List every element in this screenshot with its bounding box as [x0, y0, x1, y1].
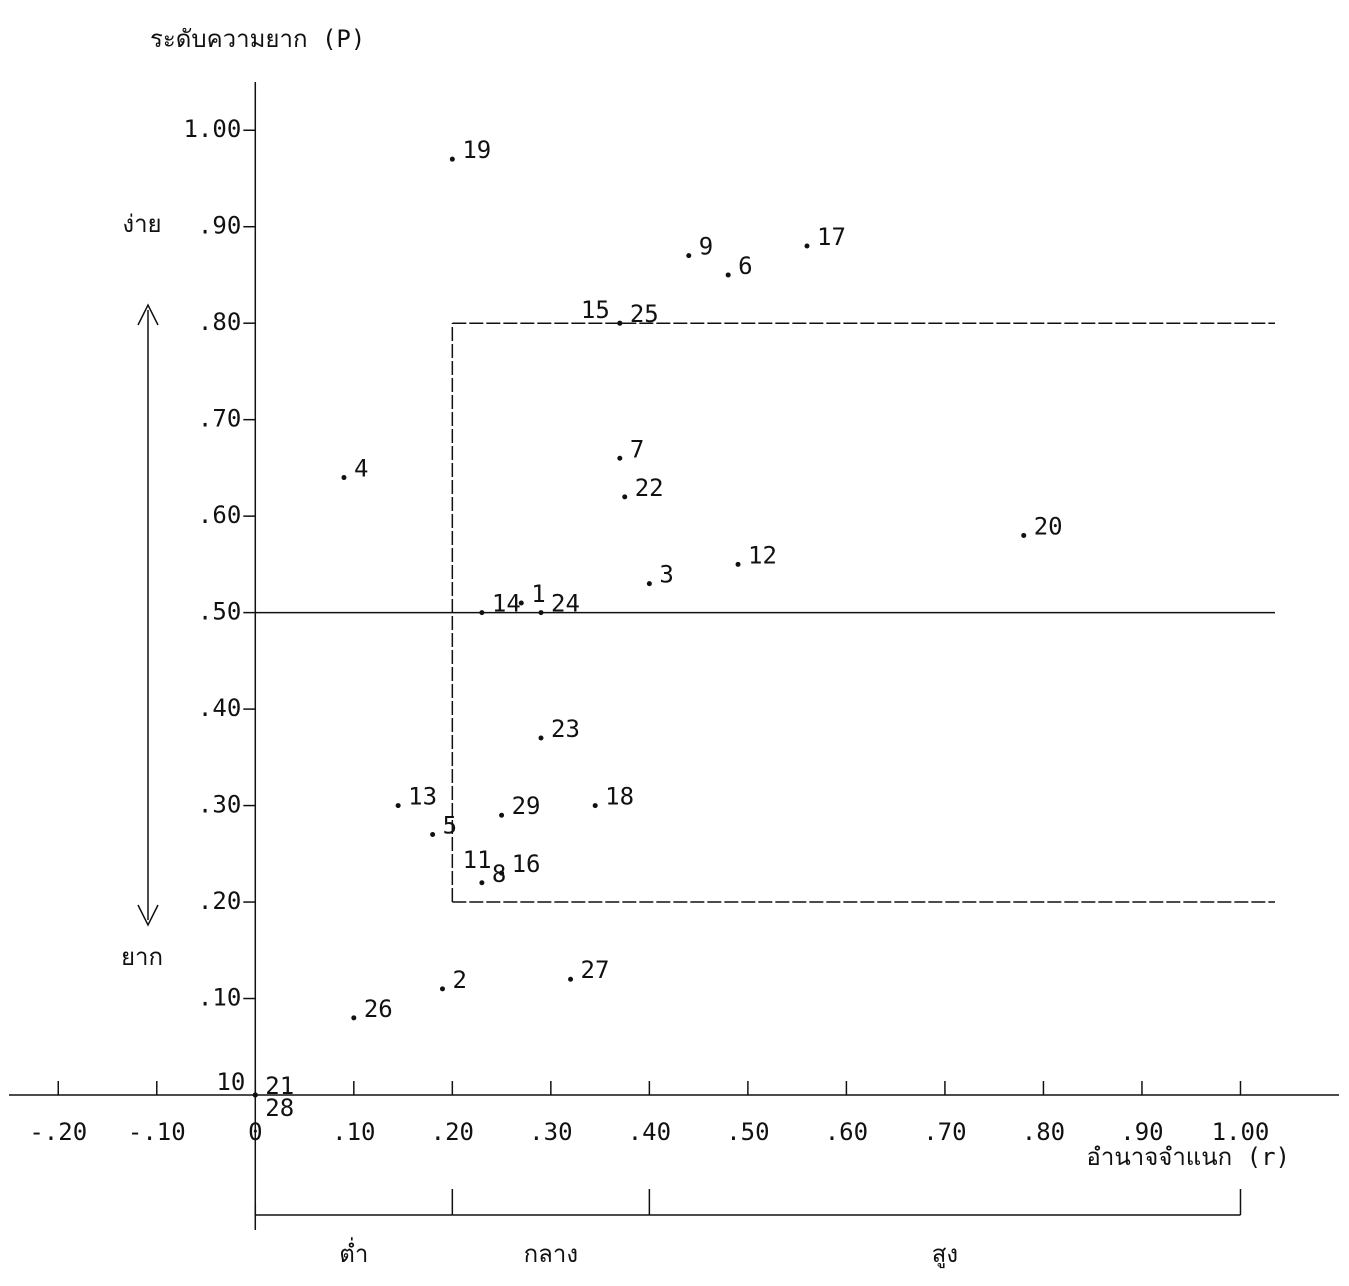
point: [617, 455, 623, 461]
x-tick-label: .10: [332, 1118, 375, 1146]
y-tick-label: .70: [198, 405, 241, 433]
point-label: 7: [630, 435, 644, 463]
range-label: กลาง: [524, 1240, 578, 1268]
point: [725, 272, 731, 278]
point-label: 19: [462, 136, 491, 164]
y-tick-label: .20: [198, 887, 241, 915]
point: [479, 610, 485, 616]
y-tick-label: .50: [198, 598, 241, 626]
point: [568, 976, 574, 982]
y-tick-label: .30: [198, 791, 241, 819]
arrow-head-up: [137, 303, 159, 326]
point-label: 11: [463, 846, 492, 874]
range-label: สูง: [932, 1240, 958, 1269]
point-label: 1: [531, 580, 545, 608]
x-tick-label: 1.00: [1212, 1118, 1270, 1146]
y-tick-label: .40: [198, 694, 241, 722]
point: [538, 735, 544, 741]
point: [686, 253, 692, 259]
point-label: 12: [748, 541, 777, 569]
x-tick-label: .50: [726, 1118, 769, 1146]
point-label: 8: [492, 860, 506, 888]
point-label: 10: [216, 1068, 245, 1096]
range-label: ต่ำ: [339, 1237, 368, 1268]
point: [622, 494, 628, 500]
point: [617, 320, 623, 326]
x-tick-label: -.20: [29, 1118, 87, 1146]
point-label: 28: [265, 1094, 294, 1122]
x-tick-label: .30: [529, 1118, 572, 1146]
point-label: 29: [512, 792, 541, 820]
x-tick-label: -.10: [128, 1118, 186, 1146]
point-label: 4: [354, 455, 368, 483]
y-tick-label: .90: [198, 212, 241, 240]
point-label: 3: [659, 561, 673, 589]
point-label: 21: [265, 1072, 294, 1100]
point: [395, 803, 401, 809]
point-label: 9: [699, 233, 713, 261]
point: [1021, 532, 1027, 538]
x-tick-label: 0: [248, 1118, 262, 1146]
point-label: 26: [364, 995, 393, 1023]
point: [804, 243, 810, 249]
point-label: 22: [635, 474, 664, 502]
point-label: 24: [551, 590, 580, 618]
y-tick-label: 1.00: [183, 115, 241, 143]
point-label: 15: [581, 296, 610, 324]
point-label: 5: [443, 812, 457, 840]
point: [518, 600, 524, 606]
x-tick-label: .60: [825, 1118, 868, 1146]
point-label: 2: [452, 966, 466, 994]
point: [439, 986, 445, 992]
point-label: 14: [492, 590, 521, 618]
x-tick-label: .20: [431, 1118, 474, 1146]
x-tick-label: .40: [628, 1118, 671, 1146]
point: [592, 803, 598, 809]
x-tick-label: .80: [1022, 1118, 1065, 1146]
point: [735, 561, 741, 567]
point: [341, 475, 347, 481]
point-label: 16: [512, 850, 541, 878]
point-label: 25: [630, 300, 659, 328]
point: [479, 880, 485, 886]
point: [351, 1015, 357, 1021]
point: [430, 832, 436, 838]
point-label: 18: [605, 783, 634, 811]
chart-title: ระดับความยาก (P): [150, 25, 365, 53]
point: [538, 610, 544, 616]
point-label: 27: [581, 956, 610, 984]
y-lower-label: ยาก: [121, 943, 163, 971]
point-label: 17: [817, 223, 846, 251]
x-tick-label: .70: [923, 1118, 966, 1146]
point-label: 20: [1034, 512, 1063, 540]
point: [252, 1092, 258, 1098]
point-label: 13: [408, 783, 437, 811]
point-label: 23: [551, 715, 580, 743]
point: [449, 156, 455, 162]
point: [499, 812, 505, 818]
point-label: 6: [738, 252, 752, 280]
y-tick-label: .10: [198, 984, 241, 1012]
y-tick-label: .80: [198, 308, 241, 336]
y-upper-label: ง่าย: [122, 210, 161, 238]
point: [646, 581, 652, 587]
y-tick-label: .60: [198, 501, 241, 529]
point: [499, 870, 505, 876]
arrow-head-down: [137, 904, 159, 927]
x-tick-label: .90: [1120, 1118, 1163, 1146]
x-axis-label: อำนาจจำแนก (r): [1086, 1143, 1290, 1171]
